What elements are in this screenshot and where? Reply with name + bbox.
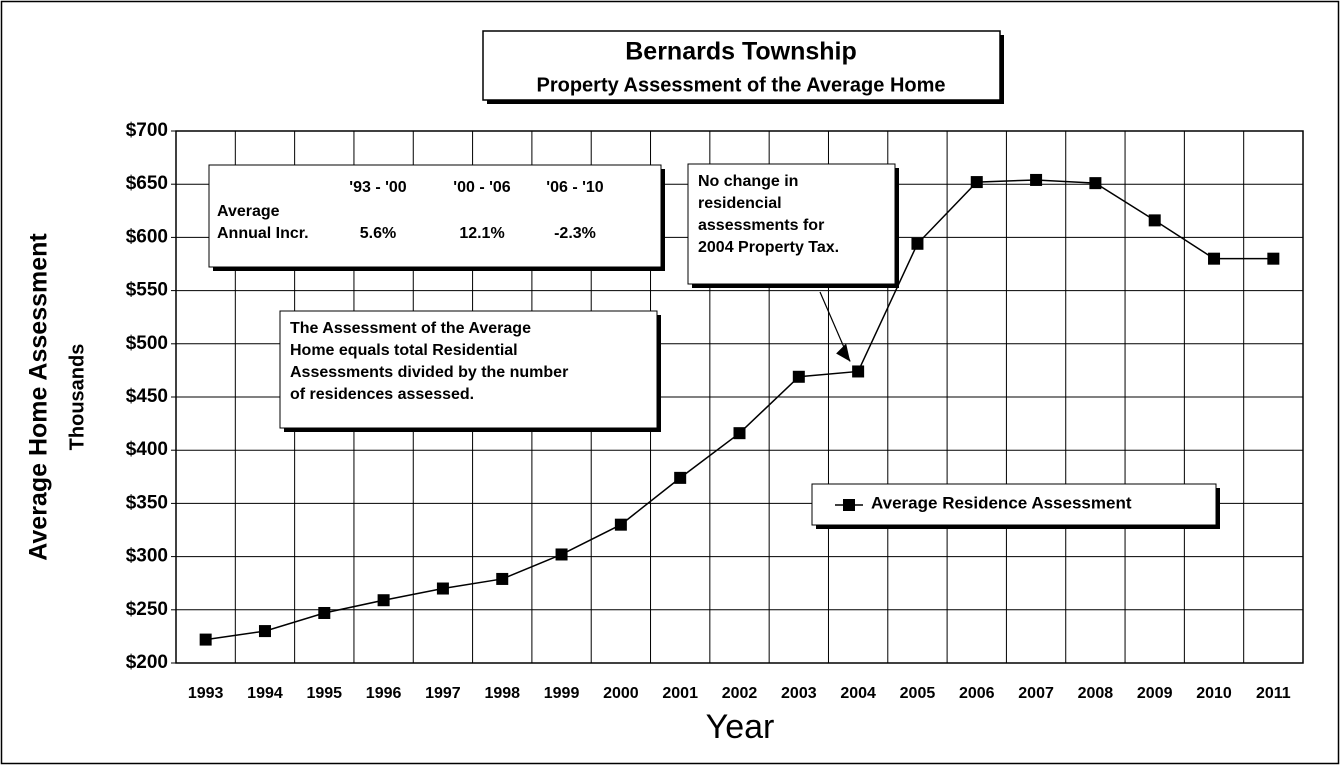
x-tick-label: 2007 bbox=[1018, 685, 1054, 702]
arrow-head bbox=[836, 343, 851, 362]
data-point bbox=[1267, 252, 1280, 265]
table-row-label: Annual Incr. bbox=[217, 225, 309, 242]
y-tick-label: $250 bbox=[126, 599, 168, 620]
x-tick-label: 2005 bbox=[900, 685, 936, 702]
x-tick-label: 2004 bbox=[840, 685, 876, 702]
x-tick-label: 2011 bbox=[1256, 685, 1291, 702]
legend-box bbox=[811, 483, 1217, 526]
data-point bbox=[436, 582, 449, 595]
x-tick-label: 1996 bbox=[366, 685, 402, 702]
annotation-text: residencial bbox=[698, 195, 782, 212]
data-point bbox=[852, 365, 865, 378]
table-column: '93 - '00 bbox=[349, 179, 407, 196]
table-value: 5.6% bbox=[360, 225, 396, 242]
data-point bbox=[911, 237, 924, 250]
x-tick-label: 2002 bbox=[722, 685, 758, 702]
y-tick-label: $300 bbox=[126, 546, 168, 567]
data-point bbox=[1208, 252, 1221, 265]
data-point bbox=[1030, 173, 1043, 186]
y-tick-label: $450 bbox=[126, 386, 168, 407]
y-tick-label: $650 bbox=[126, 173, 168, 194]
data-point bbox=[1089, 177, 1102, 190]
y-axis-title: Average Home Assessment bbox=[25, 233, 53, 561]
x-tick-label: 1997 bbox=[425, 685, 461, 702]
table-value: -2.3% bbox=[554, 225, 596, 242]
data-point bbox=[1148, 214, 1161, 227]
x-tick-label: 2001 bbox=[662, 685, 698, 702]
table-value: 12.1% bbox=[459, 225, 504, 242]
x-axis-title: Year bbox=[706, 708, 775, 746]
y-tick-label: $500 bbox=[126, 333, 168, 354]
y-axis-subtitle: Thousands bbox=[66, 344, 88, 451]
data-point bbox=[377, 594, 390, 607]
annotation-box bbox=[687, 163, 896, 285]
y-tick-label: $400 bbox=[126, 439, 168, 460]
data-point bbox=[674, 471, 687, 484]
x-tick-label: 2006 bbox=[959, 685, 995, 702]
legend-label: Average Residence Assessment bbox=[871, 493, 1132, 512]
data-point bbox=[555, 548, 568, 561]
x-tick-label: 2000 bbox=[603, 685, 639, 702]
y-tick-label: $200 bbox=[126, 652, 168, 673]
x-tick-label: 1994 bbox=[247, 685, 283, 702]
y-tick-label: $700 bbox=[126, 120, 168, 141]
x-tick-label: 1993 bbox=[188, 685, 224, 702]
annotation-text: assessments for bbox=[698, 217, 824, 234]
table-row-label: Average bbox=[217, 203, 280, 220]
x-tick-label: 1998 bbox=[484, 685, 520, 702]
annotation-text: 2004 Property Tax. bbox=[698, 239, 839, 256]
title-box bbox=[482, 30, 1001, 101]
x-tick-label: 2008 bbox=[1078, 685, 1114, 702]
table-column: '06 - '10 bbox=[546, 179, 604, 196]
data-point bbox=[733, 427, 746, 440]
data-point bbox=[970, 176, 983, 189]
legend-marker bbox=[843, 499, 855, 511]
data-point bbox=[199, 633, 212, 646]
chart-subtitle: Property Assessment of the Average Home bbox=[536, 74, 945, 96]
y-tick-label: $350 bbox=[126, 492, 168, 513]
annotation-text: Home equals total Residential bbox=[290, 342, 518, 359]
data-point bbox=[614, 518, 627, 531]
x-tick-label: 2010 bbox=[1196, 685, 1232, 702]
annotation-text: The Assessment of the Average bbox=[290, 320, 531, 337]
table-box bbox=[208, 164, 662, 268]
x-tick-label: 2009 bbox=[1137, 685, 1173, 702]
data-point bbox=[792, 370, 805, 383]
data-point bbox=[318, 606, 331, 619]
table-column: '00 - '06 bbox=[453, 179, 511, 196]
annotation-text: No change in bbox=[698, 173, 798, 190]
annotation-text: of residences assessed. bbox=[290, 386, 474, 403]
x-tick-label: 2003 bbox=[781, 685, 817, 702]
annotation-text: Assessments divided by the number bbox=[290, 364, 568, 381]
y-tick-label: $600 bbox=[126, 226, 168, 247]
chart-title: Bernards Township bbox=[625, 38, 857, 66]
y-tick-label: $550 bbox=[126, 280, 168, 301]
annotation-box bbox=[279, 310, 658, 429]
data-point bbox=[496, 572, 509, 585]
x-tick-label: 1999 bbox=[544, 685, 580, 702]
data-point bbox=[258, 625, 271, 638]
x-tick-label: 1995 bbox=[306, 685, 342, 702]
